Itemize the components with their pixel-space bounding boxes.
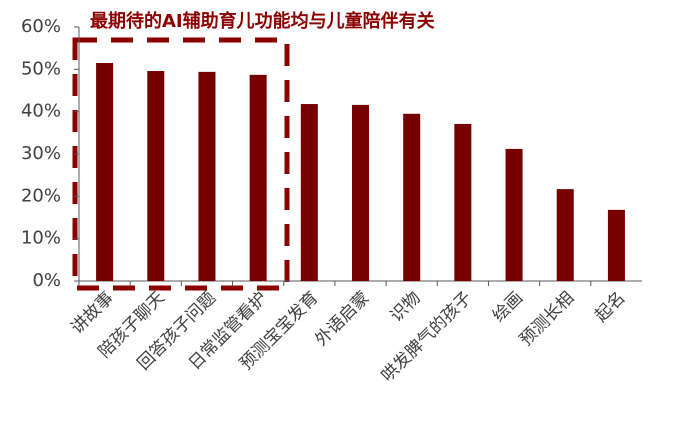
bar: [505, 148, 523, 281]
x-tick-label: 识物: [387, 288, 425, 326]
bar: [198, 71, 216, 281]
y-tick-label: 50%: [21, 58, 61, 79]
bar: [147, 71, 165, 281]
bar: [556, 189, 574, 281]
x-tick-label: 哄发脾气的孩子: [378, 288, 476, 386]
bar: [352, 104, 369, 281]
bar: [607, 209, 625, 281]
highlight-box: [72, 37, 290, 291]
bar: [300, 104, 318, 282]
y-tick-label: 0%: [32, 270, 61, 291]
x-tick-label: 讲故事: [67, 288, 117, 338]
x-tick-label: 绘画: [489, 288, 527, 326]
bar: [403, 113, 421, 282]
x-tick-label: 起名: [591, 288, 629, 326]
y-tick-label: 60%: [21, 16, 61, 37]
bar: [96, 62, 114, 281]
x-tick-label: 预测长相: [516, 288, 578, 350]
y-tick-label: 40%: [21, 101, 61, 122]
chart-title: 最期待的AI辅助育儿功能均与儿童陪伴有关: [90, 10, 435, 32]
bar: [249, 74, 267, 281]
y-tick-label: 10%: [21, 228, 61, 249]
bar: [454, 123, 472, 282]
y-tick-label: 20%: [21, 185, 61, 206]
title-background: [82, 6, 532, 36]
x-tick-label: 外语启蒙: [311, 288, 373, 350]
y-tick-label: 30%: [21, 143, 61, 164]
